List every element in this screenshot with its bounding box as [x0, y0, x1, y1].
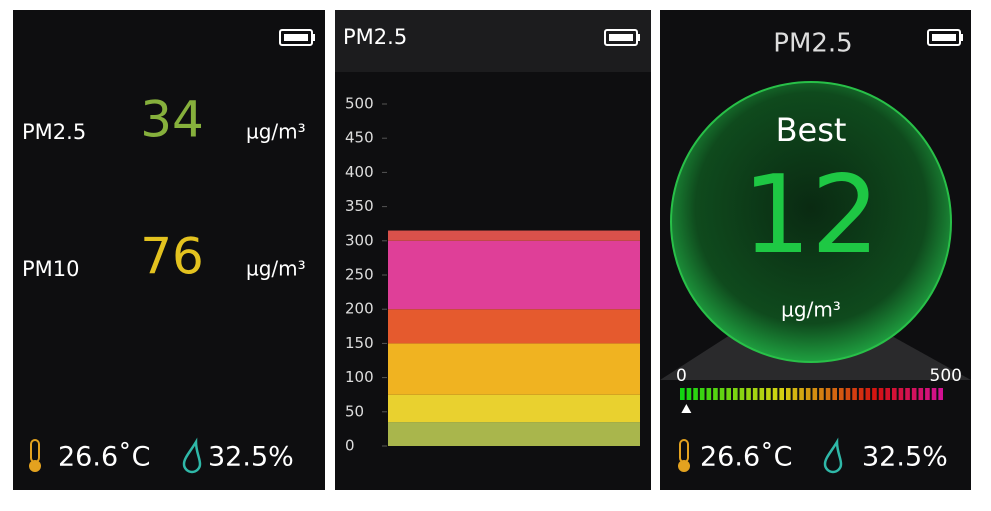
scale-min: 0: [676, 366, 687, 386]
scale-segment: [925, 388, 930, 400]
scale-segment: [905, 388, 910, 400]
level-band: [388, 422, 640, 446]
scale-segment: [805, 388, 811, 400]
row-label: PM2.5: [22, 120, 86, 144]
humidity-icon: [182, 437, 202, 474]
battery-icon: [927, 29, 963, 46]
row-unit: µg/m³: [246, 257, 306, 281]
scale-segment: [872, 388, 877, 400]
scale-segment: [772, 388, 778, 400]
row-value: 34: [140, 91, 204, 149]
y-tick-label: 350: [345, 197, 374, 215]
scale-segment: [766, 388, 771, 400]
level-label: Best: [776, 111, 847, 149]
scale-segment: [693, 388, 698, 400]
row-value: 76: [140, 228, 204, 286]
y-tick-label: 450: [345, 129, 374, 147]
level-band: [388, 309, 640, 344]
y-tick-label: 200: [345, 300, 374, 318]
scale-segment: [733, 388, 738, 400]
scale-segment: [680, 388, 685, 400]
scale-segment: [786, 388, 791, 400]
row-unit: µg/m³: [246, 120, 306, 144]
scale-segment: [931, 388, 937, 400]
screen-chart: PM2.5 0 50 100 150 200 250 300 350 400 450 500: [335, 10, 651, 490]
scale-segment: [911, 388, 917, 400]
scale-segment: [819, 388, 824, 400]
temperature: 26.6˚C: [58, 442, 150, 473]
battery-icon: [604, 29, 640, 46]
scale-segment: [892, 388, 897, 400]
y-tick-label: 250: [345, 266, 374, 284]
y-tick-label: 50: [345, 402, 364, 420]
scale-segment: [852, 388, 857, 400]
y-tick-label: 100: [345, 368, 374, 386]
y-tick-label: 150: [345, 334, 374, 352]
status-circle: [670, 81, 952, 363]
screen-title: PM2.5: [343, 25, 407, 49]
scale-segment: [845, 388, 851, 400]
scale-segment: [739, 388, 745, 400]
scale-segment: [858, 388, 864, 400]
scale-segment: [825, 388, 831, 400]
level-band: [388, 240, 640, 310]
screen-readings: PM2.5 34 µg/m³ PM10 76 µg/m³ 26.6˚C 32.5…: [13, 10, 325, 490]
scale-segment: [898, 388, 904, 400]
scale-segment: [719, 388, 725, 400]
screen-title: PM2.5: [773, 29, 852, 59]
screen-bg: [13, 10, 325, 490]
level-band: [388, 394, 640, 423]
y-tick-label: 300: [345, 231, 374, 249]
scale-segment: [706, 388, 712, 400]
row-label: PM10: [22, 257, 80, 281]
scale-segment: [792, 388, 798, 400]
scale-segment: [779, 388, 784, 400]
scale-segment: [726, 388, 731, 400]
scale-pointer: [681, 404, 692, 413]
scale-segment: [752, 388, 758, 400]
scale-segment: [746, 388, 751, 400]
scale-segment: [799, 388, 804, 400]
thermometer-icon: [678, 439, 690, 472]
temperature: 26.6˚C: [700, 442, 792, 473]
y-tick-label: 500: [345, 95, 374, 113]
scale-segment: [832, 388, 837, 400]
humidity: 32.5%: [862, 442, 948, 473]
scale-segment: [918, 388, 924, 400]
scale-segment: [713, 388, 718, 400]
humidity: 32.5%: [208, 442, 294, 473]
pm-value: 12: [742, 153, 879, 278]
scale-segment: [699, 388, 705, 400]
scale-segment: [839, 388, 844, 400]
scale-segment: [865, 388, 871, 400]
scale-segment: [812, 388, 818, 400]
battery-icon: [279, 29, 315, 46]
scale-segment: [686, 388, 692, 400]
level-band: [388, 343, 640, 395]
level-band: [388, 230, 640, 241]
screen-gauge: PM2.5 Best 12 µg/m³ 0 500 26.6˚C 32.5%: [660, 10, 971, 490]
scale-segment: [885, 388, 890, 400]
scale-segment: [938, 388, 943, 400]
unit: µg/m³: [781, 298, 841, 322]
y-tick-label: 0: [345, 437, 355, 455]
header-bar: [335, 10, 651, 72]
thermometer-icon: [29, 439, 41, 472]
y-tick-label: 400: [345, 163, 374, 181]
scale-segment: [878, 388, 884, 400]
humidity-icon: [823, 437, 843, 474]
scale-segment: [759, 388, 765, 400]
scale-max: 500: [930, 366, 962, 386]
